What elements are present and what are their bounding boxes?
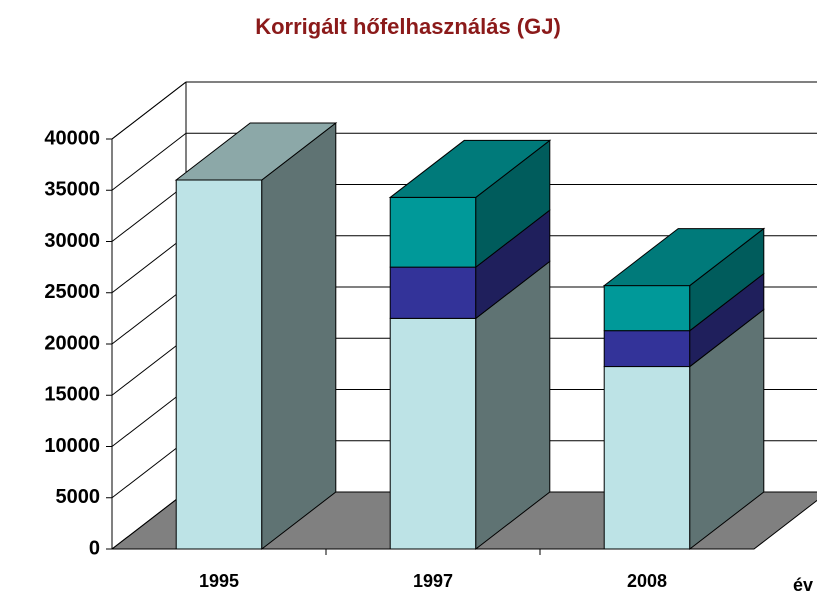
x-tick-label: 1995 <box>199 571 239 591</box>
bar <box>389 266 477 319</box>
grid-line <box>111 286 187 345</box>
grid-line <box>111 337 187 396</box>
x-axis-label: év <box>793 575 813 595</box>
y-tick-label: 25000 <box>44 281 100 303</box>
bar-side <box>261 121 337 551</box>
bar <box>389 317 477 550</box>
y-tick-label: 20000 <box>44 332 100 354</box>
bar-top <box>388 139 552 198</box>
y-tick-label: 40000 <box>44 127 100 149</box>
grid-line <box>111 132 187 191</box>
bar <box>175 179 263 550</box>
grid-line <box>111 235 187 294</box>
bar <box>389 196 477 268</box>
grid-line <box>111 389 187 447</box>
bar-top <box>602 228 766 287</box>
grid-line <box>111 81 187 140</box>
y-tick-label: 35000 <box>44 179 100 201</box>
y-tick-label: 0 <box>89 537 100 559</box>
y-tick-label: 10000 <box>44 435 100 457</box>
y-tick-label: 5000 <box>56 486 101 508</box>
x-tick-label: 2008 <box>627 571 667 591</box>
grid-line <box>111 440 187 499</box>
chart-title: Korrigált hőfelhasználás (GJ) <box>255 14 561 39</box>
grid-line <box>111 491 187 550</box>
bar-top <box>174 122 338 181</box>
grid-line <box>111 184 187 242</box>
x-tick-label: 1997 <box>413 571 453 591</box>
bar <box>603 330 691 368</box>
bar <box>603 366 691 550</box>
bar <box>603 285 691 332</box>
y-tick-label: 30000 <box>44 230 100 252</box>
y-tick-label: 15000 <box>44 384 100 406</box>
